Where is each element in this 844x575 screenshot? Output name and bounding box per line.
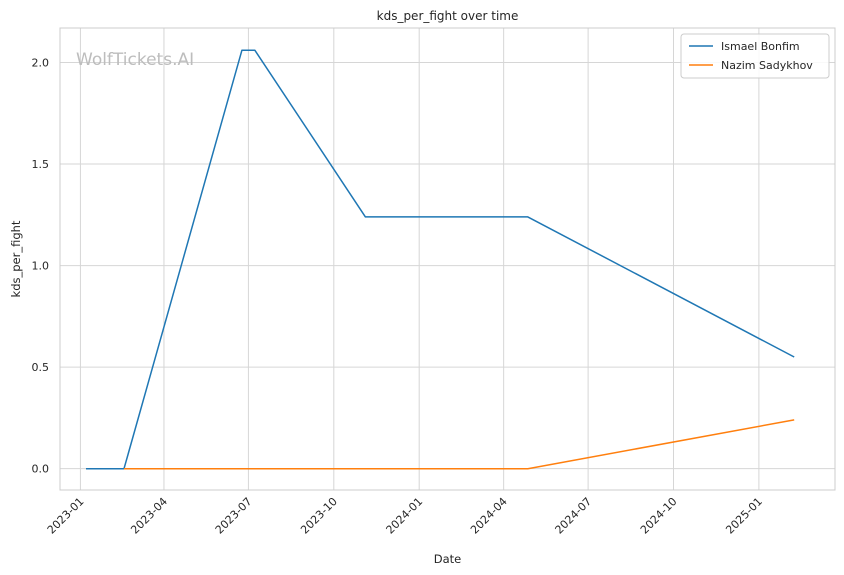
y-tick-label: 2.0 — [32, 57, 50, 70]
series-line-nazim-sadykhov — [124, 419, 795, 470]
y-tick-label: 0.0 — [32, 463, 50, 476]
y-tick-label: 1.0 — [32, 260, 50, 273]
legend: Ismael Bonfim Nazim Sadykhov — [680, 33, 830, 79]
y-axis-ticks: 0.0 0.5 1.0 1.5 2.0 — [32, 57, 50, 476]
y-axis-title: kds_per_fight — [9, 220, 23, 297]
x-axis-title: Date — [434, 552, 462, 566]
series-lines — [86, 49, 795, 470]
plot-frame — [59, 27, 836, 491]
chart-title: kds_per_fight over time — [377, 9, 519, 23]
watermark-text: WolfTickets.AI — [76, 50, 194, 70]
legend-label: Ismael Bonfim — [721, 40, 800, 53]
legend-box — [680, 33, 830, 79]
y-tick-label: 0.5 — [32, 361, 50, 374]
y-tick-label: 1.5 — [32, 158, 50, 171]
legend-label: Nazim Sadykhov — [721, 59, 813, 72]
